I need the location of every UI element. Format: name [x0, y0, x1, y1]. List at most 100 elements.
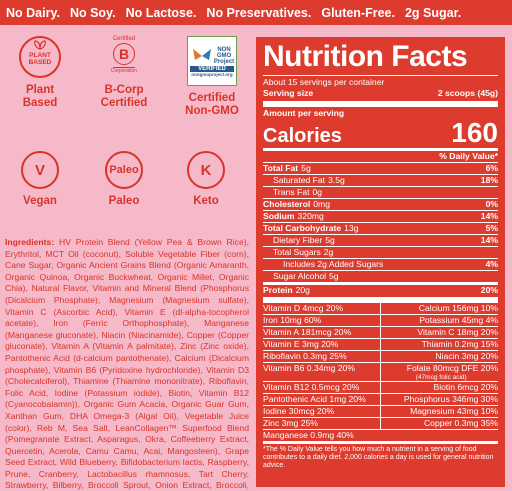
badge-paleo: Paleo Paleo — [84, 151, 164, 208]
vitamin-right: Potassium 45mg 4% — [419, 315, 498, 325]
nutrient-row: Saturated Fat 3.5g 18% — [263, 174, 498, 186]
nutrient-row: Sodium 320mg 14% — [263, 210, 498, 222]
dv-header: % Daily Value* — [439, 151, 498, 161]
plant-based-label: Plant Based — [22, 84, 58, 109]
nutrient-dv: 6% — [485, 163, 498, 173]
nutrient-dv: 5% — [485, 223, 498, 233]
vitamin-right: Copper 0.3mg 35% — [423, 418, 498, 428]
vitamin-left: Vitamin E 3mg 20% — [263, 339, 381, 350]
keto-label: Keto — [193, 195, 219, 207]
vitamin-left: Pantothenic Acid 1mg 20% — [263, 394, 381, 405]
nongmo-icon: NON GMO Project VERIFIED nongmoproject.org — [187, 36, 237, 86]
servings-per-container: About 15 servings per container — [263, 77, 385, 87]
nutrient-dv: 4% — [485, 259, 498, 269]
vitamin-rows: Vitamin D 4mcg 20% Calcium 156mg 10% Iron … — [263, 303, 498, 429]
bcorp-icon: Certified B Corporation — [110, 36, 138, 74]
paleo-label: Paleo — [108, 195, 140, 207]
nutrient-dv: 20% — [480, 285, 498, 295]
nutrient-row: Dietary Fiber 5g 14% — [263, 234, 498, 246]
vitamin-row: Manganese 0.9mg 40% — [263, 429, 498, 441]
badge-bcorp: Certified B Corporation B-Corp Certified — [84, 36, 164, 110]
claim-gluten-free: Gluten-Free. — [321, 5, 395, 20]
vitamin-right: Folate 80mcg DFE 20% (47mcg folic acid) — [406, 363, 498, 381]
badge-keto: K Keto — [166, 151, 246, 208]
vitamin-right: Biotin 6mcg 20% — [433, 382, 499, 392]
keto-icon: K — [187, 151, 225, 189]
vitamin-row: Vitamin B12 0.5mcg 20% Biotin 6mcg 20% — [263, 381, 498, 393]
nutrient-row: Cholesterol 0mg 0% — [263, 198, 498, 210]
vitamin-left: Vitamin B6 0.34mg 20% — [263, 363, 381, 381]
vitamin-left: Riboflavin 0.3mg 25% — [263, 351, 381, 362]
ingredients-list: Ingredients: HV Protein Blend (Yellow Pe… — [5, 237, 249, 491]
nutrition-facts-panel: Nutrition Facts About 15 servings per co… — [256, 37, 505, 487]
badge-plant-based: PLANT BASED Plant Based — [0, 36, 80, 110]
badge-vegan: V Vegan — [0, 151, 80, 208]
calories-value: 160 — [451, 117, 498, 148]
paleo-icon: Paleo — [105, 151, 143, 189]
vitamin-right: Thiamin 0.2mg 15% — [421, 339, 498, 349]
nutrient-label: Includes 2g Added Sugars — [283, 259, 384, 269]
nutrient-label: Protein 20g — [263, 285, 310, 295]
vitamin-row: Vitamin A 181mcg 20% Vitamin C 18mg 20% — [263, 326, 498, 338]
vitamin-row: Vitamin B6 0.34mg 20% Folate 80mcg DFE 20… — [263, 362, 498, 381]
nutrient-label: Sodium 320mg — [263, 211, 324, 221]
vitamin-right: Phosphorus 346mg 30% — [403, 394, 498, 404]
vitamin-row: Riboflavin 0.3mg 25% Niacin 3mg 20% — [263, 350, 498, 362]
nutrient-row: Total Sugars 2g — [263, 246, 498, 258]
vitamin-right: Vitamin C 18mg 20% — [417, 327, 498, 337]
ingredients-text: HV Protein Blend (Yellow Pea & Brown Ric… — [5, 237, 249, 491]
nutrient-row: Sugar Alcohol 5g — [263, 270, 498, 282]
vitamin-left: Vitamin A 181mcg 20% — [263, 327, 381, 338]
nutrient-row: Protein 20g 20% — [263, 282, 498, 296]
nutrient-row: Total Fat 5g 6% — [263, 162, 498, 174]
nutrient-label: Cholesterol 0mg — [263, 199, 330, 209]
claims-bar: No Dairy. No Soy. No Lactose. No Preserv… — [0, 0, 512, 25]
vitamin-row: Iodine 30mcg 20% Magnesium 43mg 10% — [263, 405, 498, 417]
claim-no-dairy: No Dairy. — [6, 5, 60, 20]
nutrient-label: Dietary Fiber 5g — [273, 235, 335, 245]
vitamin-row: Vitamin E 3mg 20% Thiamin 0.2mg 15% — [263, 338, 498, 350]
vitamin-left: Iodine 30mcg 20% — [263, 406, 381, 417]
vitamin-right: Niacin 3mg 20% — [435, 351, 498, 361]
claim-no-soy: No Soy. — [69, 5, 116, 20]
nutrient-dv: 14% — [480, 211, 498, 221]
claim-no-lactose: No Lactose. — [125, 5, 197, 20]
nutrient-rows: Total Fat 5g 6% Saturated Fat 3.5g 18% Trans F… — [263, 162, 498, 296]
vitamin-right: Magnesium 43mg 10% — [410, 406, 498, 416]
nutrient-label: Total Sugars 2g — [273, 247, 334, 257]
vitamin-row: Zinc 3mg 25% Copper 0.3mg 35% — [263, 417, 498, 429]
ingredients-heading: Ingredients: — [5, 237, 55, 247]
nutrient-row: Trans Fat 0g — [263, 186, 498, 198]
nutrient-row: Total Carbohydrate 13g 5% — [263, 222, 498, 234]
plant-based-icon: PLANT BASED — [19, 36, 61, 78]
vitamin-row: Pantothenic Acid 1mg 20% Phosphorus 346mg… — [263, 393, 498, 405]
amount-per-serving: Amount per serving — [263, 108, 345, 118]
nutrient-label: Saturated Fat 3.5g — [273, 175, 345, 185]
vitamin-left: Iron 10mg 60% — [263, 315, 381, 326]
calories-label: Calories — [263, 125, 342, 147]
nutrient-dv: 14% — [480, 235, 498, 245]
badge-nongmo: NON GMO Project VERIFIED nongmoproject.org… — [172, 36, 252, 118]
vitamin-left: Vitamin D 4mcg 20% — [263, 303, 381, 314]
nutrient-dv: 0% — [485, 199, 498, 209]
vegan-label: Vegan — [23, 195, 57, 207]
nutrient-label: Sugar Alcohol 5g — [273, 271, 339, 281]
nutrient-row: Includes 2g Added Sugars 4% — [263, 258, 498, 270]
nutrient-dv: 18% — [480, 175, 498, 185]
footnote: *The % Daily Value tells you how much a … — [263, 446, 494, 469]
nutrient-label: Trans Fat 0g — [273, 187, 323, 197]
serving-size-row: Serving size 2 scoops (45g) — [263, 88, 498, 98]
claim-no-preservatives: No Preservatives. — [206, 5, 312, 20]
vegan-icon: V — [21, 151, 59, 189]
vitamin-right: Calcium 156mg 10% — [418, 303, 498, 313]
vitamin-row: Iron 10mg 60% Potassium 45mg 4% — [263, 314, 498, 326]
claim-sugar: 2g Sugar. — [404, 5, 462, 20]
vitamin-left: Vitamin B12 0.5mcg 20% — [263, 382, 381, 393]
nutrient-label: Total Fat 5g — [263, 163, 311, 173]
nutrient-label: Total Carbohydrate 13g — [263, 223, 359, 233]
calories-row: Calories 160 — [263, 117, 498, 148]
bcorp-label: B-Corp Certified — [100, 84, 148, 109]
vitamin-row: Vitamin D 4mcg 20% Calcium 156mg 10% — [263, 303, 498, 314]
vitamin-left: Zinc 3mg 25% — [263, 418, 381, 429]
nongmo-label: Certified Non-GMO — [185, 92, 239, 117]
